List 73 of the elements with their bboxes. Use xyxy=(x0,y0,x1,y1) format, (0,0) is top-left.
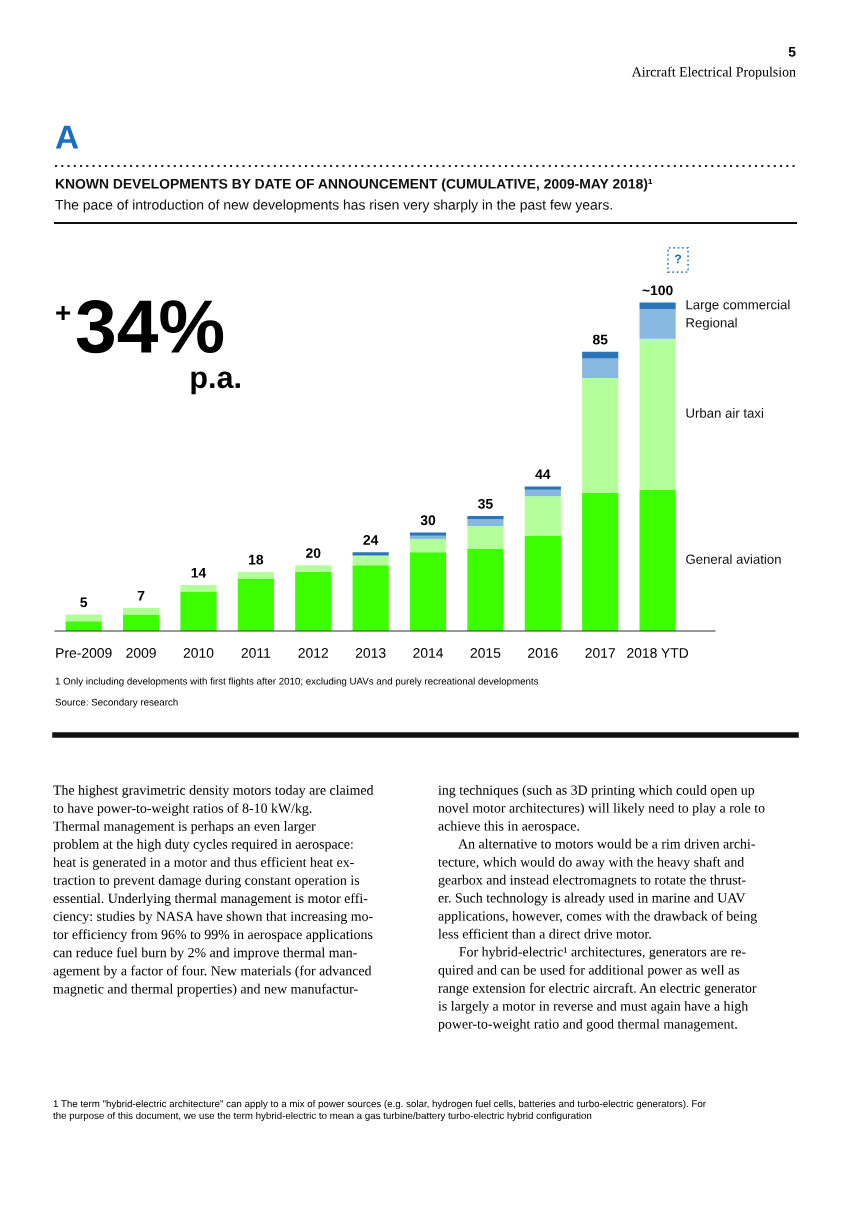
source-note: Source: Secondary research xyxy=(55,698,178,708)
x-tick-label: 2011 xyxy=(241,648,271,658)
bar xyxy=(524,489,561,497)
bar xyxy=(639,302,676,310)
series-label: Urban air taxi xyxy=(686,408,764,418)
bar xyxy=(639,489,676,631)
bar xyxy=(467,525,504,549)
bar xyxy=(467,516,504,520)
bar xyxy=(409,552,447,631)
bar xyxy=(65,614,102,622)
total-label: 24 xyxy=(363,535,379,545)
x-tick-label: 2018 YTD xyxy=(627,648,689,658)
text: 1 Only including developments with first flights after 2010; excluding UAVs and purely recreational developments xyxy=(55,677,539,687)
bar xyxy=(295,565,332,572)
annotation: 34% xyxy=(76,300,224,354)
text: ? xyxy=(674,254,682,264)
x-tick-label: 2010 xyxy=(183,648,214,658)
x-tick-label: 2015 xyxy=(470,648,501,658)
bar xyxy=(582,351,619,359)
annotation: + xyxy=(56,305,71,320)
bar xyxy=(352,552,389,556)
text: A xyxy=(55,125,79,149)
bar xyxy=(639,338,676,490)
text: 5 xyxy=(788,47,796,57)
total-label: 30 xyxy=(420,515,436,526)
total-label: 44 xyxy=(535,469,551,480)
bar xyxy=(409,539,447,553)
bar xyxy=(524,486,561,490)
bar xyxy=(352,555,389,566)
x-tick-label: Pre-2009 xyxy=(56,648,112,658)
total-label: 5 xyxy=(80,597,88,608)
series-label: Large commercial xyxy=(686,299,790,312)
bar xyxy=(467,519,504,526)
series-label: General aviation xyxy=(686,554,781,564)
x-tick-label: 2013 xyxy=(355,648,386,658)
bar xyxy=(409,532,447,536)
bar xyxy=(524,535,561,631)
total-label: 20 xyxy=(306,548,321,558)
text: ing techniques (such as 3D printing which could open up novel motor architectures) will likely need to play a role to achieve this in aerospace. An alternative to motors would be a rim driven archi- tecture, which would do away with the heavy shaft and gearbox and instead electromagnets to rotate the thrust- er. Such technology is already used in marine and UAV applications, however, comes with the drawback of being less efficient than a direct drive motor. For hybrid-electric¹ architectures, generators are re- quired and can be used for additional power as well as range extension for electric aircraft. An electric generator is largely a motor in reverse and must again have a high power-to-weight ratio and good thermal management. xyxy=(438,785,765,1032)
bar xyxy=(295,571,332,631)
text: Aircraft Electrical Propulsion xyxy=(631,66,796,80)
chart-title: KNOWN DEVELOPMENTS BY DATE OF ANNOUNCEMENT (CUMULATIVE, 2009-MAY 2018)¹ xyxy=(55,178,653,192)
bar xyxy=(467,548,504,631)
x-tick-label: 2017 xyxy=(585,648,615,658)
annotation: p.a. xyxy=(191,371,240,395)
x-tick-label: 2012 xyxy=(298,648,329,658)
bar xyxy=(409,535,447,540)
bar xyxy=(180,591,217,631)
bar xyxy=(237,571,274,579)
bar xyxy=(582,358,619,379)
bar xyxy=(582,493,619,631)
x-tick-label: 2014 xyxy=(413,648,444,658)
bar xyxy=(524,496,561,536)
text: The highest gravimetric density motors today are claimed to have power-to-weight ratios of 8-10 kW/kg. Thermal management is perhaps an even larger problem at the high duty cycles required in aerospace: heat is generated in a motor and thus efficient heat ex- traction to prevent damage during constant operation is essential. Underlying thermal management is motor effi- ciency: studies by NASA have shown that increasing mo- tor efficiency from 96% to 99% in aerospace applications can reduce fuel burn by 2% and improve thermal man- agement by a factor of four. New materials (for advanced magnetic and thermal properties) and new manufactur- xyxy=(53,785,374,997)
bar xyxy=(237,578,274,631)
bar xyxy=(65,621,102,631)
total-label: 18 xyxy=(249,554,264,565)
x-tick-label: 2009 xyxy=(126,648,156,658)
bar xyxy=(180,585,217,592)
bar xyxy=(123,608,160,615)
bar xyxy=(582,378,619,494)
bar xyxy=(123,614,160,631)
chart-subtitle: The pace of introduction of new developments has risen very sharply in the past few years. xyxy=(55,199,612,213)
text: 1 The term "hybrid-electric architecture" can apply to a mix of power sources (e.g. solar, hydrogen fuel cells, batteries and turbo-electric generators). For the purpose of this document, we use the term hybrid-electric to mean a gas turbine/battery turbo-electric hybrid configuration xyxy=(53,1100,706,1121)
bar xyxy=(352,565,389,631)
x-tick-label: 2016 xyxy=(528,648,558,658)
total-label: 7 xyxy=(137,591,145,601)
total-label: 14 xyxy=(191,568,207,578)
bar xyxy=(639,309,676,339)
total-label: ~100 xyxy=(642,285,673,296)
series-label: Regional xyxy=(686,317,737,331)
total-label: 85 xyxy=(592,334,608,345)
total-label: 35 xyxy=(478,498,493,509)
